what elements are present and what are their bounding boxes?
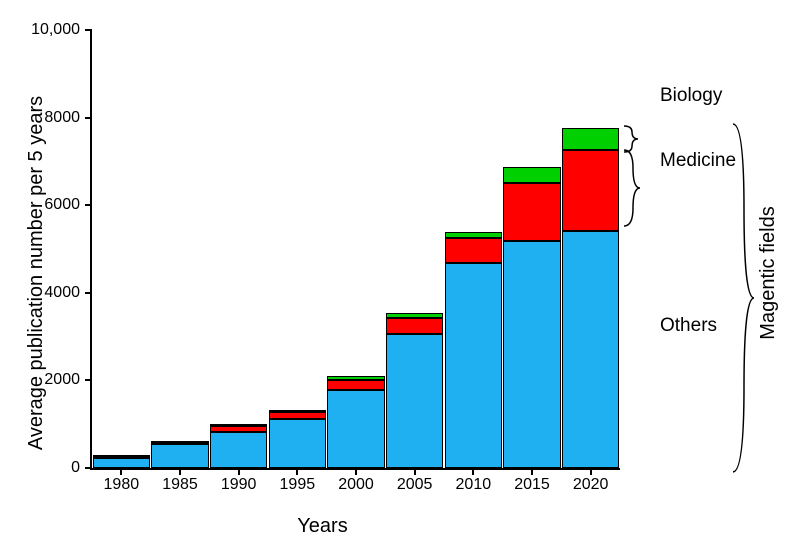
x-tick-label: 2000	[338, 476, 374, 494]
x-tick-mark	[120, 468, 122, 475]
x-tick-label: 2005	[397, 476, 433, 494]
x-tick-mark	[238, 468, 240, 475]
x-tick-mark	[472, 468, 474, 475]
x-tick-mark	[296, 468, 298, 475]
y-tick-mark	[85, 467, 92, 469]
y-axis-label: Average publication number per 5 years	[25, 96, 48, 450]
bar-segment-biology	[562, 128, 619, 149]
y-tick-mark	[85, 379, 92, 381]
bar-segment-others	[445, 263, 502, 468]
x-tick-mark	[179, 468, 181, 475]
x-tick-mark	[531, 468, 533, 475]
y-tick-label: 8000	[44, 109, 80, 127]
bar-segment-medicine	[445, 238, 502, 263]
bar-segment-biology	[269, 410, 326, 412]
x-tick-label: 1990	[221, 476, 257, 494]
bar-segment-others	[503, 241, 560, 468]
bar-segment-biology	[151, 441, 208, 443]
bar-segment-medicine	[327, 380, 384, 390]
bar-segment-others	[327, 390, 384, 468]
bar-segment-biology	[93, 455, 150, 457]
right-group-label: Magentic fields	[757, 206, 780, 339]
x-tick-mark	[355, 468, 357, 475]
x-axis-label: Years	[0, 515, 785, 538]
brace-medicine-icon	[622, 148, 644, 228]
bar-segment-others	[151, 444, 208, 468]
bar-segment-biology	[327, 376, 384, 380]
x-tick-mark	[590, 468, 592, 475]
plot-area: 0200040006000800010,00019801985199019952…	[90, 30, 620, 470]
bar-segment-biology	[210, 424, 267, 426]
bar-segment-others	[269, 419, 326, 468]
bar-segment-medicine	[269, 412, 326, 419]
y-tick-mark	[85, 117, 92, 119]
y-tick-mark	[85, 292, 92, 294]
x-tick-mark	[414, 468, 416, 475]
y-tick-label: 4000	[44, 284, 80, 302]
bar-segment-medicine	[503, 183, 560, 241]
y-tick-label: 6000	[44, 196, 80, 214]
x-tick-label: 2015	[514, 476, 550, 494]
brace-magnetic-fields-icon	[730, 120, 758, 476]
bar-segment-biology	[503, 167, 560, 184]
y-tick-label: 10,000	[31, 21, 80, 39]
legend-label-medicine: Medicine	[660, 150, 736, 172]
publication-chart: Average publication number per 5 years Y…	[0, 0, 785, 546]
bar-segment-biology	[386, 313, 443, 318]
bar-segment-medicine	[562, 150, 619, 231]
y-tick-label: 0	[71, 459, 80, 477]
legend-label-others: Others	[660, 315, 717, 337]
x-tick-label: 1995	[280, 476, 316, 494]
y-tick-mark	[85, 29, 92, 31]
legend-label-biology: Biology	[660, 85, 722, 107]
y-tick-mark	[85, 204, 92, 206]
y-tick-label: 2000	[44, 371, 80, 389]
bar-segment-medicine	[210, 426, 267, 432]
x-tick-label: 2020	[573, 476, 609, 494]
bar-segment-biology	[445, 232, 502, 238]
bar-segment-medicine	[386, 318, 443, 334]
x-tick-label: 1980	[104, 476, 140, 494]
x-tick-label: 1985	[162, 476, 198, 494]
x-tick-label: 2010	[456, 476, 492, 494]
bar-segment-others	[93, 458, 150, 469]
bar-segment-others	[210, 432, 267, 468]
bar-segment-others	[562, 231, 619, 468]
bar-segment-others	[386, 334, 443, 468]
